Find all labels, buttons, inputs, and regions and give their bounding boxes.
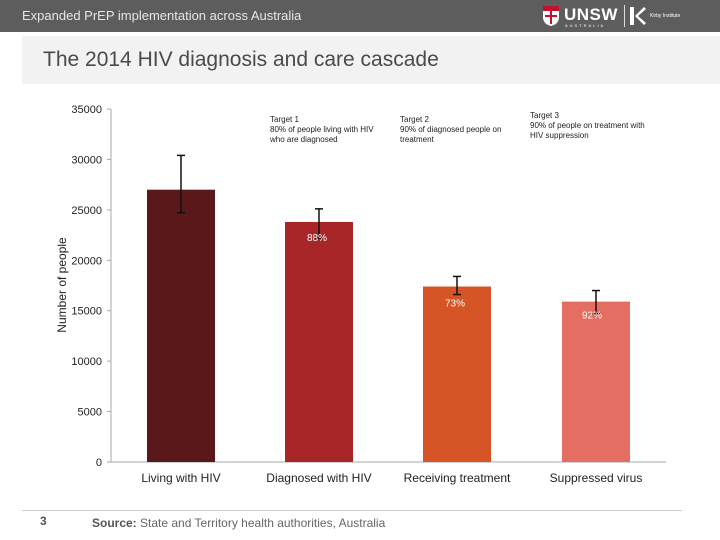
y-tick-label: 10000 [71, 356, 102, 368]
x-tick-labels: Living with HIV Diagnosed with HIV Receivi… [141, 471, 642, 485]
error-bars [177, 154, 600, 315]
bar [562, 301, 630, 462]
target-annotations: Target 1 80% of people living with HIV who… [269, 111, 645, 144]
y-ticks: 0 5000 10000 15000 20000 25000 30000 35000 [71, 104, 111, 469]
logo-text: UNSW [564, 5, 618, 24]
header-bar: Expanded PrEP implementation across Aust… [0, 0, 720, 32]
y-axis-label: Number of people [55, 237, 69, 333]
crest-icon [543, 6, 559, 26]
title-band [22, 36, 720, 84]
bar [423, 286, 491, 462]
y-tick-label: 5000 [78, 407, 102, 419]
y-tick-label: 15000 [71, 306, 102, 318]
target-annotation: Target 2 90% of diagnosed people on treatm… [400, 115, 501, 144]
y-tick-label: 25000 [71, 205, 102, 217]
source-text: State and Territory health authorities, … [136, 516, 386, 530]
bars [147, 189, 630, 462]
bar-labels: 88% 73% 92% [307, 233, 602, 322]
source-label: Source: [92, 516, 137, 530]
bar-percent-label: 88% [307, 233, 327, 244]
kirby-logo-icon [630, 7, 646, 25]
kirby-text: Kirby Institute [650, 13, 681, 19]
y-tick-label: 0 [96, 457, 102, 469]
bar-percent-label: 92% [582, 311, 602, 322]
logo-subtext: AUSTRALIA [565, 23, 606, 28]
logo-divider [624, 5, 625, 27]
source-note: Source: State and Territory health autho… [92, 516, 385, 530]
y-tick-label: 30000 [71, 154, 102, 166]
target-annotation: Target 1 80% of people living with HIV who… [269, 115, 374, 144]
x-tick-label: Suppressed virus [550, 471, 643, 485]
x-tick-label: Living with HIV [141, 471, 220, 485]
bar-percent-label: 73% [445, 299, 465, 310]
footer-divider [22, 510, 682, 511]
y-tick-label: 35000 [71, 104, 102, 116]
page-number: 3 [40, 514, 47, 528]
slide-title: The 2014 HIV diagnosis and care cascade [43, 48, 439, 71]
y-tick-label: 20000 [71, 255, 102, 267]
presentation-title: Expanded PrEP implementation across Aust… [22, 8, 302, 23]
target-annotation: Target 3 90% of people on treatment with H… [530, 111, 645, 140]
unsw-logo: UNSW AUSTRALIA Kirby Institute [540, 3, 710, 29]
x-tick-label: Diagnosed with HIV [266, 471, 371, 485]
bar [285, 221, 353, 462]
x-tick-label: Receiving treatment [404, 471, 511, 485]
bar [147, 189, 215, 462]
